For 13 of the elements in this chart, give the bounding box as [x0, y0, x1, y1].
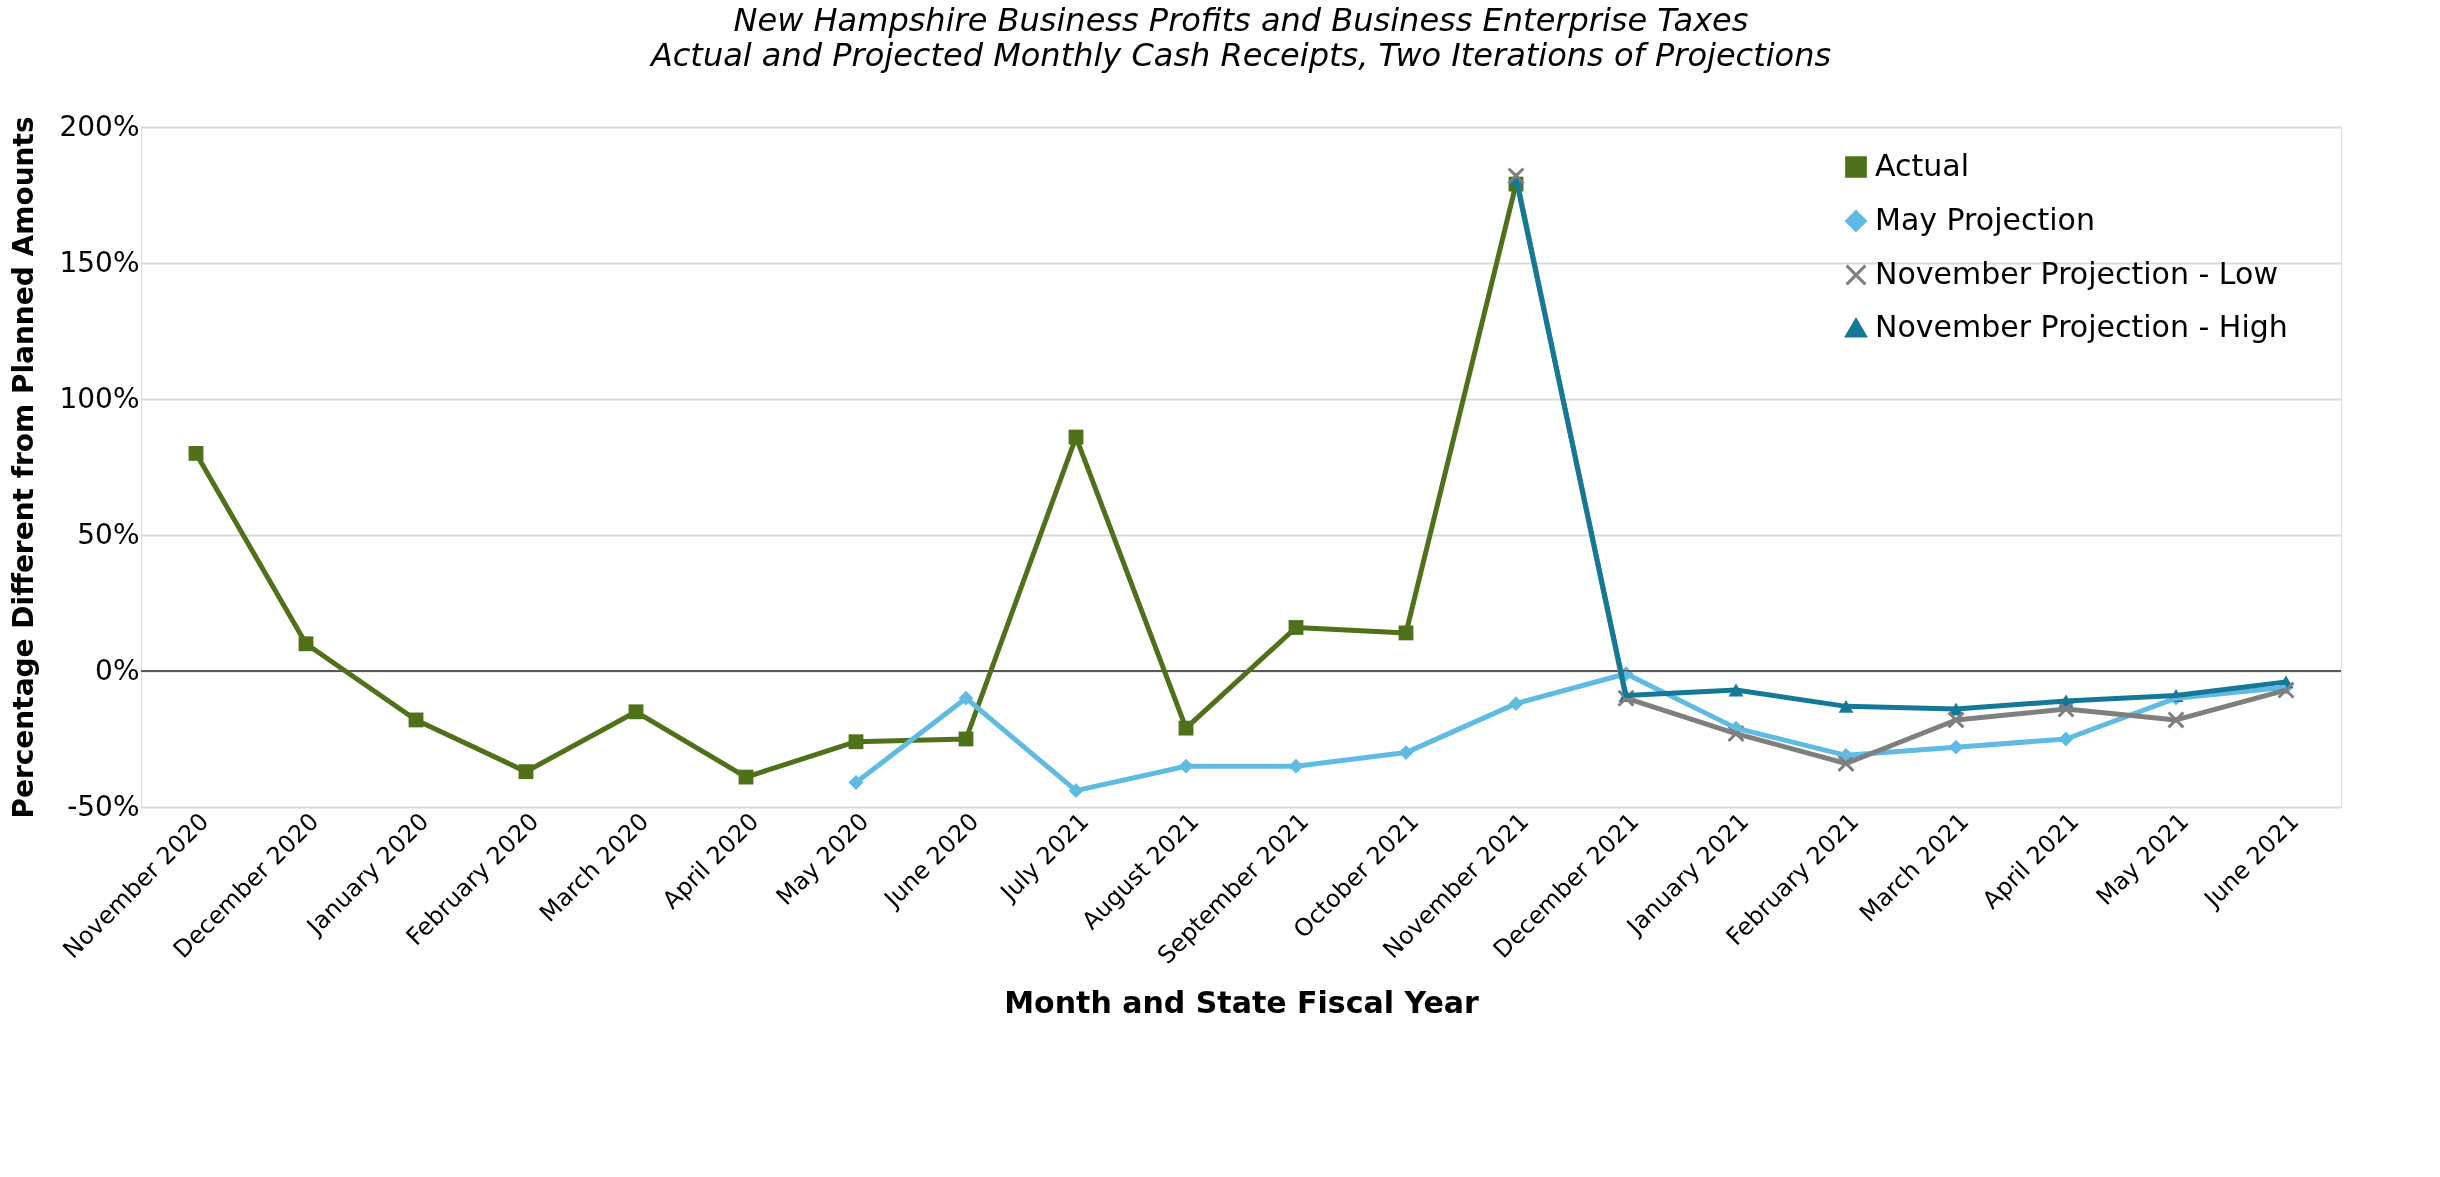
y-tick-label: 150%: [59, 245, 140, 279]
y-tick-label: 200%: [59, 109, 140, 143]
y-axis-title: Percentage Different from Planned Amounts: [7, 116, 41, 819]
legend-label: May Projection: [1875, 202, 2095, 237]
y-tick-label: 0%: [95, 653, 140, 687]
y-tick-label: 100%: [59, 381, 140, 415]
legend-label: November Projection - High: [1875, 309, 2288, 344]
legend-label: Actual: [1875, 148, 1969, 183]
chart-title: New Hampshire Business Profits and Business Enterprise Taxes: [733, 1, 1749, 39]
x-axis-title: Month and State Fiscal Year: [1004, 984, 1479, 1020]
y-tick-label: 50%: [77, 517, 140, 551]
legend-label: November Projection - Low: [1875, 256, 2278, 291]
y-tick-label: -50%: [67, 789, 140, 823]
